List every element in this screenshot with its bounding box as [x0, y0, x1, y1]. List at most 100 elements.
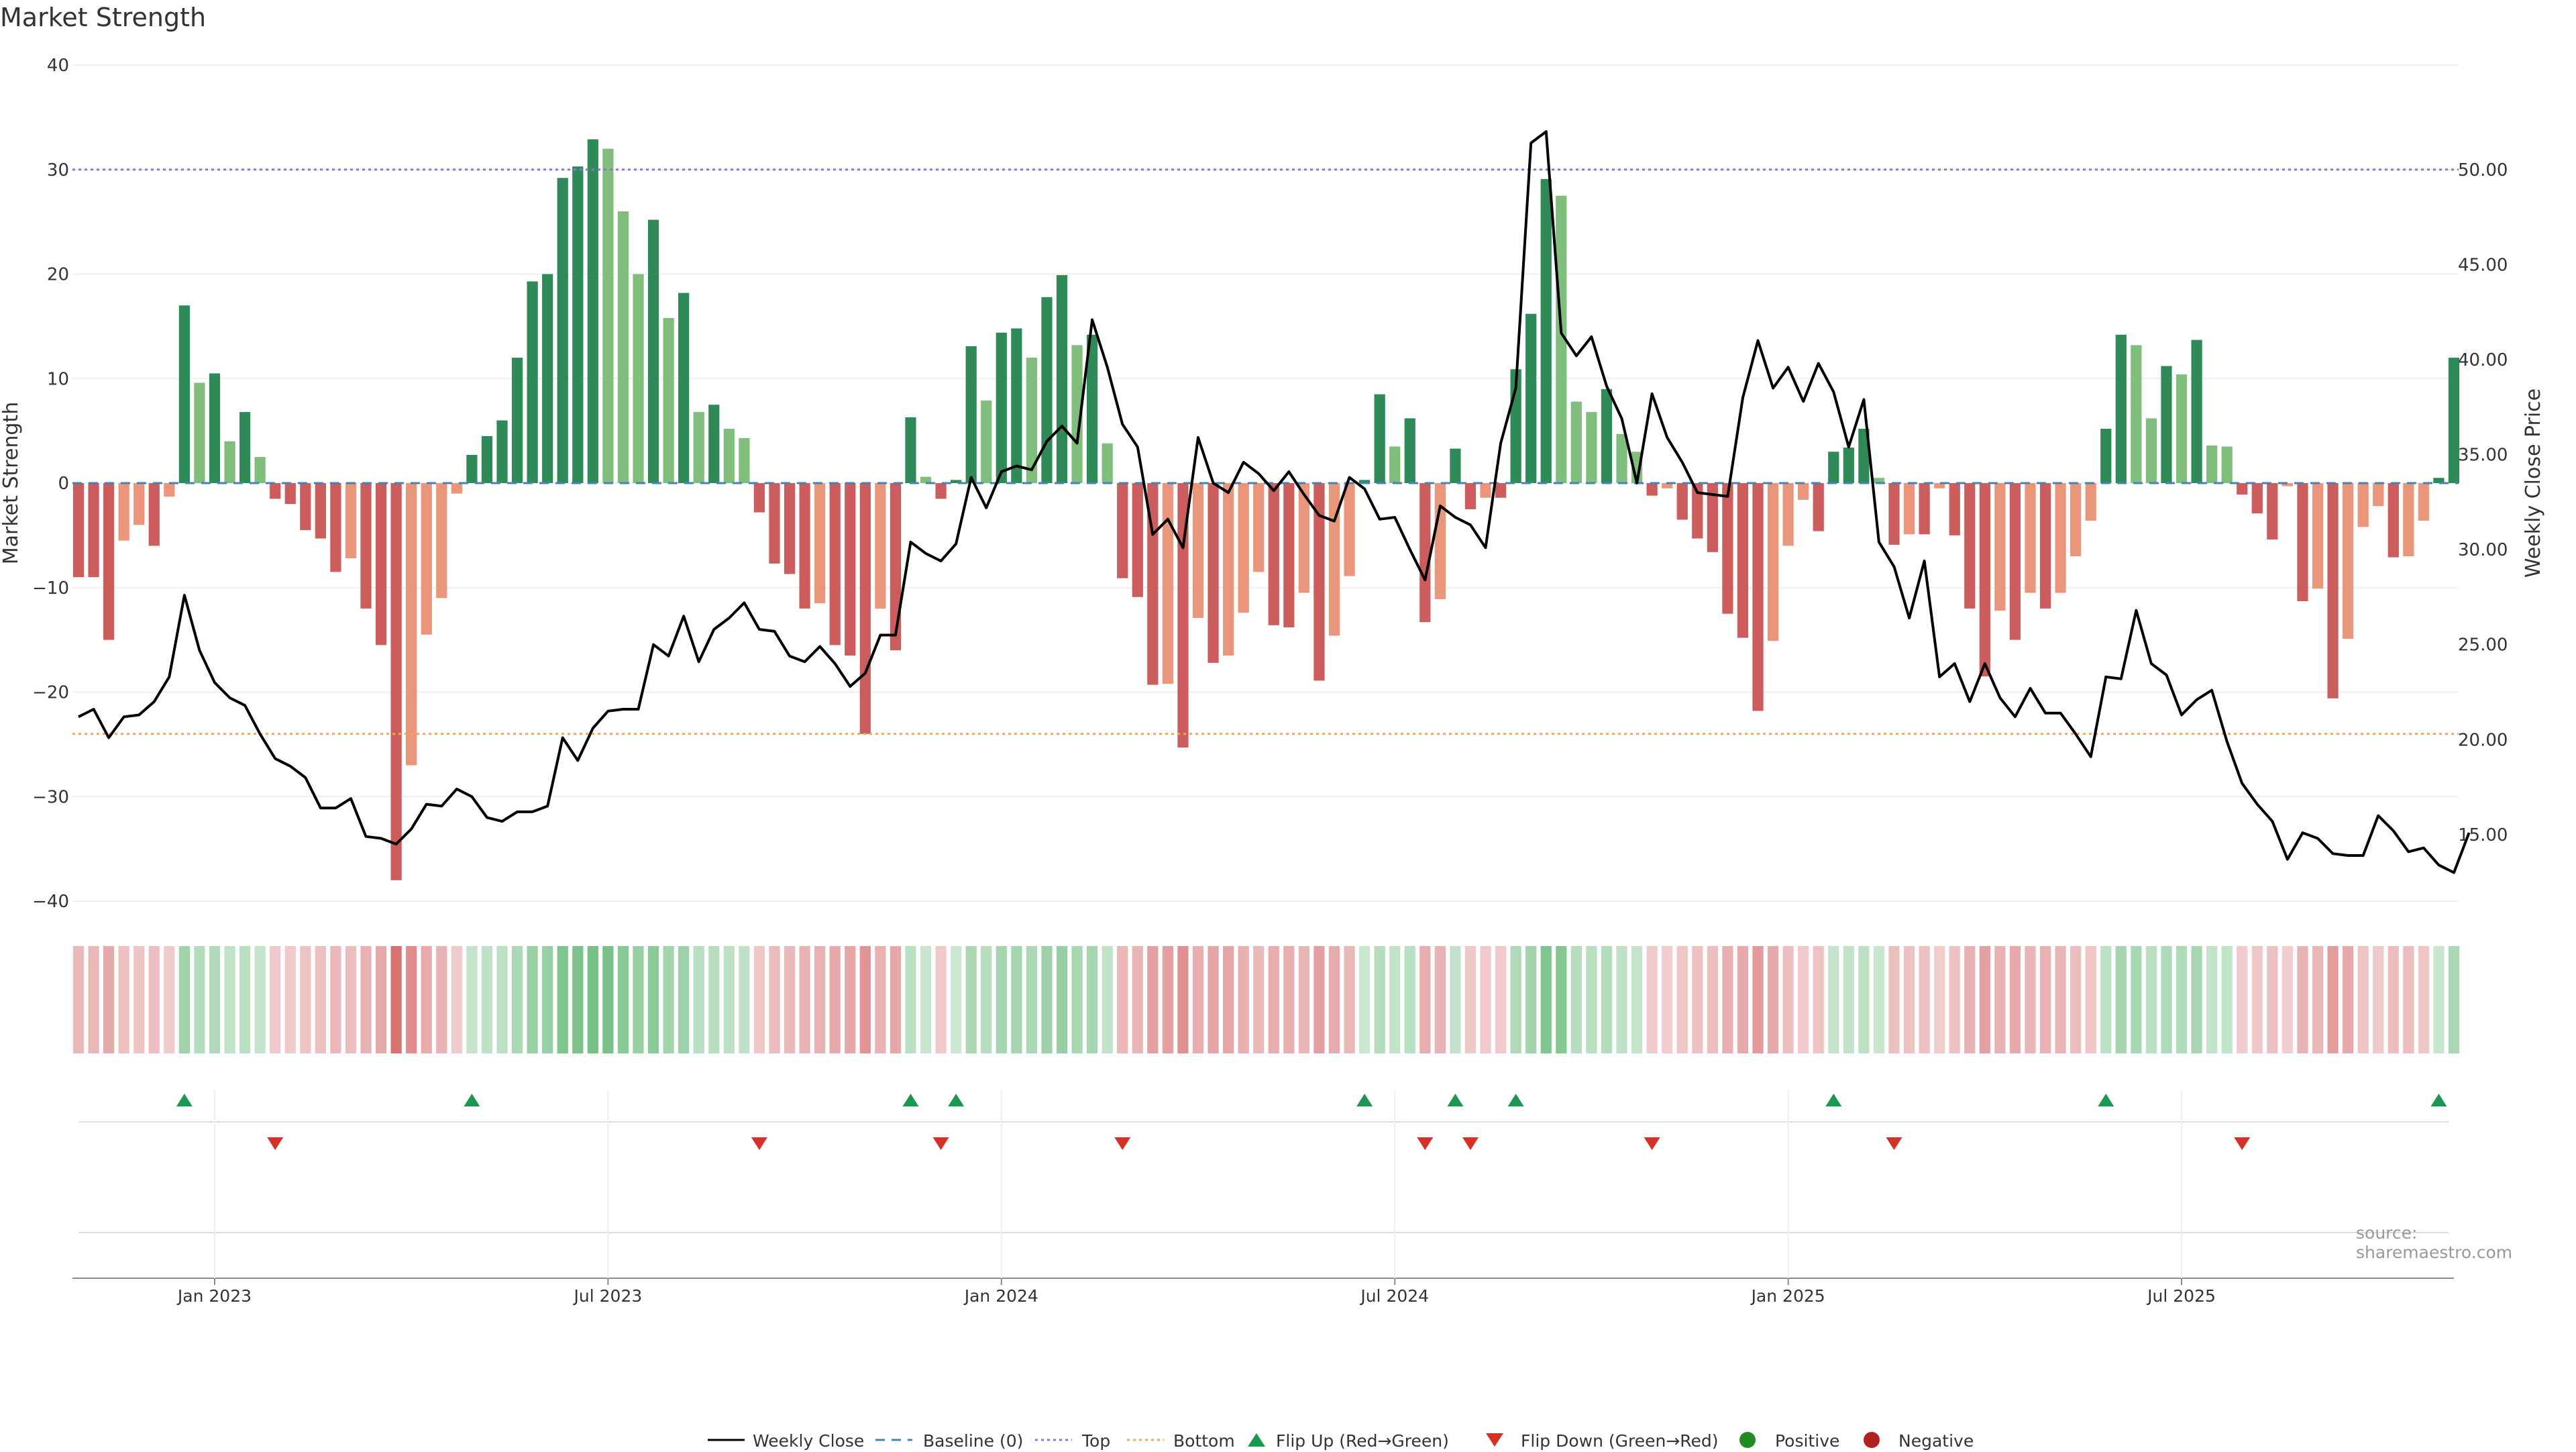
heat-cell [587, 946, 598, 1053]
strength-bar [829, 483, 841, 645]
heat-cell [678, 946, 690, 1053]
x-tick-label: Jul 2023 [573, 1286, 643, 1306]
right-tick-label: 20.00 [2458, 730, 2508, 750]
strength-bar [739, 438, 750, 483]
heat-cell [1222, 946, 1234, 1053]
strength-bar [1192, 483, 1204, 618]
heat-cell [1480, 946, 1491, 1053]
strength-bar [845, 483, 856, 656]
heat-cell [345, 946, 357, 1053]
strength-bar [300, 483, 311, 531]
strength-bar [2085, 483, 2096, 521]
heat-cell [1344, 946, 1355, 1053]
strength-bar [981, 400, 992, 483]
legend-positive-icon [1739, 1432, 1756, 1448]
heat-cell [2267, 946, 2278, 1053]
heat-cell [1056, 946, 1068, 1053]
heat-cell [1495, 946, 1507, 1053]
flip-up-marker [1507, 1094, 1524, 1106]
x-axis: Jan 2023 Jul 2023 Jan 2024 Jul 2024 Jan 2025… [72, 1090, 2454, 1306]
flip-up-marker [1447, 1094, 1464, 1106]
strength-bar [1707, 483, 1718, 552]
right-tick-label: 45.00 [2458, 255, 2508, 275]
strength-bar [1268, 483, 1279, 625]
heat-cell [1798, 946, 1809, 1053]
strength-bar [905, 417, 916, 483]
strength-bar [194, 382, 205, 483]
heat-cell [859, 946, 871, 1053]
heat-cell [965, 946, 977, 1053]
heat-cell [224, 946, 235, 1053]
right-tick-label: 40.00 [2458, 350, 2508, 370]
heat-cell [103, 946, 115, 1053]
heat-cell [1510, 946, 1521, 1053]
heat-cell [663, 946, 674, 1053]
strength-bars [72, 139, 2460, 880]
heat-cell [1102, 946, 1113, 1053]
strength-bar [753, 483, 765, 513]
heat-cell [542, 946, 553, 1053]
right-tick-label: 30.00 [2458, 540, 2508, 560]
heat-cell [769, 946, 780, 1053]
flip-down-marker [1462, 1137, 1479, 1150]
strength-bar [708, 405, 720, 483]
strength-bar [2403, 483, 2414, 557]
strength-bar [88, 483, 99, 578]
heat-cell [1404, 946, 1415, 1053]
strength-bar [572, 166, 584, 483]
heat-cell [2357, 946, 2369, 1053]
strength-bar [436, 483, 447, 599]
strength-bar [2433, 478, 2445, 483]
strength-bar [2131, 345, 2142, 483]
strength-bar [1434, 483, 1446, 599]
x-tick-label: Jul 2025 [2146, 1286, 2216, 1306]
strength-bar [2221, 446, 2233, 483]
heat-cell [1752, 946, 1764, 1053]
heat-cell [1298, 946, 1310, 1053]
flip-markers [78, 1094, 2449, 1233]
heat-cell [981, 946, 992, 1053]
heat-cell [2070, 946, 2082, 1053]
strength-bar [254, 457, 266, 483]
heat-cell [920, 946, 932, 1053]
strength-bar [2343, 483, 2354, 639]
heat-cell [572, 946, 584, 1053]
strength-bar [1358, 480, 1371, 483]
left-tick-label: −20 [32, 683, 69, 703]
strength-bar [875, 483, 886, 609]
right-tick-label: 25.00 [2458, 635, 2508, 656]
heat-cell [1903, 946, 1915, 1053]
flip-down-marker [932, 1137, 949, 1150]
heat-cell [1117, 946, 1128, 1053]
heat-cell [951, 946, 962, 1053]
heat-cell [1071, 946, 1083, 1053]
strength-bar [178, 305, 190, 483]
strength-bar [421, 483, 432, 635]
heat-cell [1828, 946, 1839, 1053]
strength-bar [859, 483, 871, 734]
heat-cell [1767, 946, 1779, 1053]
heat-cell [1087, 946, 1098, 1053]
flip-up-marker [2430, 1094, 2447, 1106]
heat-cell [1389, 946, 1401, 1053]
heat-cell [617, 946, 629, 1053]
heat-cell [829, 946, 841, 1053]
heat-cell [436, 946, 447, 1053]
heat-cell [72, 946, 85, 1053]
price-line-group [78, 130, 2471, 874]
strength-bar [1858, 429, 1870, 483]
heat-cell [239, 946, 251, 1053]
strength-bar [2145, 418, 2157, 483]
heat-cell [2221, 946, 2233, 1053]
heat-cell [996, 946, 1007, 1053]
strength-bar [1404, 418, 1415, 483]
heat-cell [2448, 946, 2460, 1053]
strength-bar [663, 317, 674, 483]
heat-cell [1238, 946, 1249, 1053]
left-tick-label: −10 [32, 578, 69, 599]
legend-negative-icon [1864, 1432, 1880, 1448]
heat-cell [178, 946, 190, 1053]
heat-cell [1919, 946, 1930, 1053]
strength-bar [2418, 483, 2430, 521]
